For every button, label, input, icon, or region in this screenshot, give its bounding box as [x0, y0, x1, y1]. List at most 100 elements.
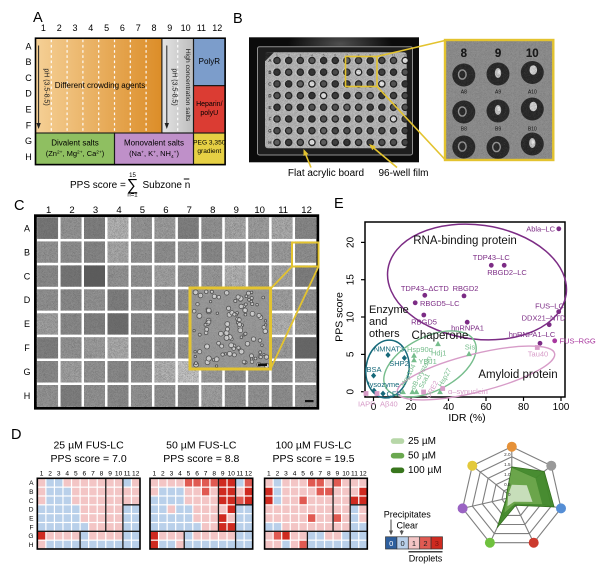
svg-text:0: 0: [346, 388, 357, 394]
svg-text:20: 20: [346, 236, 357, 248]
svg-text:others: others: [369, 328, 400, 340]
svg-text:9: 9: [108, 470, 112, 477]
svg-text:E: E: [25, 105, 31, 115]
svg-text:E: E: [24, 319, 30, 329]
svg-text:A9: A9: [495, 90, 501, 96]
svg-text:12: 12: [359, 470, 367, 477]
svg-text:Chaperone: Chaperone: [412, 330, 469, 342]
svg-text:B: B: [268, 70, 271, 75]
svg-text:7: 7: [318, 470, 322, 477]
svg-text:B: B: [24, 247, 30, 257]
svg-text:Droplets: Droplets: [409, 554, 443, 564]
svg-text:PPS score =: PPS score =: [70, 180, 126, 191]
svg-text:Tau40: Tau40: [528, 350, 548, 359]
svg-text:CFP: CFP: [387, 389, 402, 398]
svg-text:Divalent salts: Divalent salts: [51, 139, 99, 148]
svg-text:5: 5: [346, 351, 357, 357]
svg-text:BSA: BSA: [366, 365, 381, 374]
svg-text:8: 8: [100, 470, 104, 477]
svg-text:FUS–LC: FUS–LC: [535, 302, 564, 311]
svg-text:10: 10: [115, 470, 123, 477]
svg-text:4: 4: [178, 470, 182, 477]
svg-text:1: 1: [46, 205, 51, 216]
svg-text:High concentration salts: High concentration salts: [184, 49, 191, 122]
svg-text:PPS score: PPS score: [334, 292, 346, 342]
svg-text:1.5: 1.5: [504, 462, 511, 467]
svg-text:Different crowding agents: Different crowding agents: [55, 81, 146, 90]
svg-text:10: 10: [228, 470, 236, 477]
svg-text:6: 6: [83, 470, 87, 477]
svg-text:polyU: polyU: [200, 110, 218, 117]
svg-text:4: 4: [116, 205, 121, 216]
svg-text:7: 7: [187, 205, 192, 216]
svg-text:D: D: [268, 93, 271, 98]
svg-text:Amyloid protein: Amyloid protein: [478, 369, 557, 381]
svg-text:Enzyme: Enzyme: [369, 304, 409, 316]
svg-text:40: 40: [443, 402, 455, 413]
svg-text:1: 1: [40, 470, 44, 477]
svg-text:PPS score = 19.5: PPS score = 19.5: [272, 453, 354, 465]
svg-text:60: 60: [480, 402, 492, 413]
svg-text:7: 7: [136, 23, 141, 33]
svg-text:lysozyme: lysozyme: [368, 380, 399, 389]
svg-text:6: 6: [310, 470, 314, 477]
svg-text:Aβ40: Aβ40: [380, 400, 398, 409]
svg-text:15: 15: [129, 173, 136, 179]
svg-text:PolyR: PolyR: [199, 57, 221, 66]
svg-text:100: 100: [553, 402, 570, 413]
svg-text:B9: B9: [495, 127, 501, 133]
svg-text:Clear: Clear: [397, 521, 419, 531]
svg-text:PPS score = 8.8: PPS score = 8.8: [163, 453, 239, 465]
svg-text:6: 6: [163, 205, 168, 216]
svg-text:3: 3: [72, 23, 77, 33]
svg-text:A: A: [29, 480, 34, 487]
svg-text:F: F: [26, 120, 32, 130]
svg-text:TDP43–LC: TDP43–LC: [473, 253, 511, 262]
svg-text:9: 9: [234, 205, 239, 216]
svg-text:H: H: [25, 152, 32, 162]
svg-text:C: C: [268, 82, 271, 87]
svg-text:Hsp27: Hsp27: [438, 367, 454, 388]
svg-text:H: H: [29, 542, 34, 549]
svg-text:10: 10: [254, 205, 265, 216]
svg-text:2: 2: [161, 470, 165, 477]
svg-text:2: 2: [69, 205, 74, 216]
svg-text:C: C: [29, 498, 34, 505]
svg-text:5: 5: [104, 23, 109, 33]
svg-text:G: G: [23, 367, 30, 377]
svg-text:B: B: [233, 11, 243, 27]
svg-text:15: 15: [346, 274, 357, 286]
svg-text:0.5: 0.5: [504, 482, 511, 487]
svg-text:10: 10: [342, 470, 350, 477]
svg-text:∑: ∑: [127, 177, 138, 194]
svg-text:25 µM FUS-LC: 25 µM FUS-LC: [53, 440, 124, 452]
svg-text:YDJ1: YDJ1: [419, 357, 437, 366]
svg-text:5: 5: [74, 470, 78, 477]
svg-text:0: 0: [401, 539, 405, 548]
svg-text:RNA-binding protein: RNA-binding protein: [413, 235, 517, 247]
svg-text:2: 2: [423, 539, 427, 548]
svg-text:3: 3: [93, 205, 98, 216]
svg-text:12: 12: [212, 23, 222, 33]
svg-text:11: 11: [278, 205, 288, 216]
svg-text:B: B: [29, 489, 34, 496]
svg-text:Abla–LC: Abla–LC: [526, 224, 555, 233]
svg-text:B10: B10: [528, 127, 537, 133]
svg-text:8: 8: [461, 48, 468, 60]
svg-text:(Zn2+, Mg2+, Ca2+): (Zn2+, Mg2+, Ca2+): [46, 149, 105, 158]
svg-text:4: 4: [293, 470, 297, 477]
svg-text:11: 11: [351, 470, 358, 477]
svg-text:9: 9: [336, 470, 340, 477]
svg-text:RBGD2: RBGD2: [453, 284, 479, 293]
svg-text:3: 3: [284, 470, 288, 477]
svg-text:FUS–RGG: FUS–RGG: [560, 337, 596, 346]
svg-text:RBGD5–LC: RBGD5–LC: [420, 299, 460, 308]
svg-text:A10: A10: [528, 90, 537, 96]
svg-text:9: 9: [495, 48, 501, 60]
svg-text:3: 3: [170, 470, 174, 477]
svg-text:10: 10: [181, 23, 191, 33]
svg-text:hnRNPA1: hnRNPA1: [451, 324, 484, 333]
svg-text:Heparin/: Heparin/: [196, 101, 223, 108]
svg-text:96-well film: 96-well film: [378, 168, 428, 179]
svg-text:10: 10: [526, 48, 539, 60]
